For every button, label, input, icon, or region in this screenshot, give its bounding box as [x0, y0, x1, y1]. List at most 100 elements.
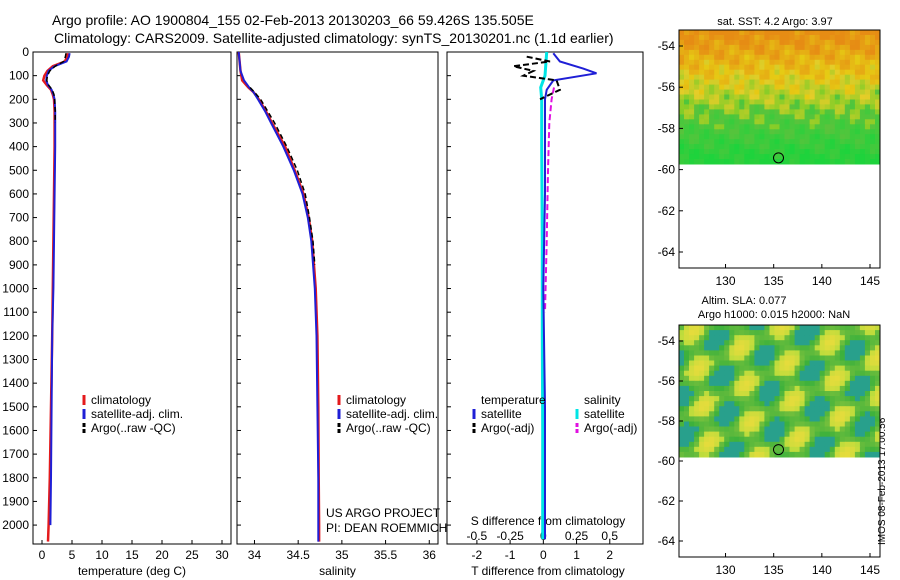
sla-cell: [789, 401, 795, 407]
sla-cell: [844, 401, 851, 407]
sst-cell: [784, 35, 790, 41]
sla-cell: [834, 325, 841, 331]
sla-cell: [814, 335, 821, 341]
sst-cell: [709, 149, 715, 155]
sst-cell: [729, 154, 735, 160]
sla-cell: [789, 370, 795, 377]
sla-cell: [754, 375, 760, 382]
sst-cell: [794, 30, 801, 36]
sst-cell: [854, 149, 861, 155]
sst-cell: [839, 54, 846, 61]
sst-cell: [759, 129, 765, 135]
sst-cell: [799, 30, 806, 36]
sst-cell: [724, 69, 730, 76]
sst-cell: [699, 35, 705, 41]
sst-cell: [754, 89, 760, 96]
sst-cell: [839, 154, 846, 160]
salinity-axis-tick-label: 36: [423, 548, 437, 562]
sla-cell: [734, 335, 740, 341]
sst-cell: [724, 35, 730, 41]
sst-cell: [694, 99, 700, 105]
sla-cell: [754, 421, 760, 428]
sst-cell: [719, 69, 725, 76]
sst-cell: [859, 59, 866, 66]
temperature-axis-label: temperature (deg C): [78, 564, 186, 578]
sla-cell: [870, 335, 876, 341]
sst-cell: [859, 154, 866, 160]
sla-cell: [789, 375, 795, 382]
sla-cell: [749, 401, 755, 407]
sla-cell: [799, 401, 806, 407]
sst-cell: [824, 84, 831, 91]
sst-cell: [829, 99, 836, 105]
sst-cell: [794, 69, 801, 76]
sla-cell: [689, 365, 695, 372]
sla-cell: [789, 431, 795, 438]
sst-cell: [875, 49, 881, 56]
sst-cell: [784, 149, 790, 155]
sla-cell: [719, 345, 725, 351]
sst-cell: [799, 144, 806, 150]
sla-cell: [864, 431, 871, 438]
sst-cell: [749, 139, 755, 145]
sst-cell: [719, 159, 725, 165]
sla-cell: [769, 421, 775, 428]
sst-cell: [814, 74, 821, 81]
sst-cell: [689, 154, 695, 160]
sst-cell: [759, 99, 765, 105]
sla-cell: [804, 441, 811, 448]
difference-panel-frame: [446, 51, 644, 545]
sst-cell: [734, 134, 740, 140]
sst-cell: [694, 139, 700, 145]
sst-cell: [679, 59, 685, 66]
sst-cell: [729, 119, 735, 125]
sst-cell: [694, 30, 700, 36]
sst-cell: [854, 94, 861, 100]
sla-map-lat-label: -62: [658, 494, 676, 508]
sst-cell: [764, 109, 770, 115]
sst-cell: [719, 39, 725, 46]
sst-cell: [784, 104, 790, 110]
sla-cell: [699, 345, 705, 351]
sla-cell: [734, 391, 740, 397]
sla-cell: [819, 375, 826, 382]
sst-cell: [694, 39, 700, 46]
sst-cell: [854, 129, 861, 135]
sla-cell: [854, 340, 861, 346]
sst-cell: [719, 149, 725, 155]
sla-cell: [694, 350, 700, 356]
sst-cell: [844, 79, 851, 86]
sla-cell: [839, 345, 846, 351]
sla-cell: [849, 451, 856, 458]
sla-cell: [824, 406, 831, 412]
sla-cell: [834, 355, 841, 362]
sla-cell: [739, 411, 745, 417]
sst-cell: [684, 124, 690, 130]
sst-cell: [729, 129, 735, 135]
sla-map-lon-label: 140: [812, 563, 832, 577]
sst-cell: [759, 94, 765, 100]
depth-tick-label: 1700: [2, 447, 29, 461]
sla-cell: [844, 431, 851, 438]
sla-cell: [829, 340, 836, 346]
sst-cell: [814, 49, 821, 56]
sst-cell: [844, 134, 851, 140]
sla-cell: [789, 360, 795, 367]
sla-cell: [870, 370, 876, 377]
sla-cell: [749, 431, 755, 438]
sst-cell: [739, 74, 745, 81]
temperature-legend-label: Argo(..raw -QC): [91, 421, 176, 435]
sst-cell: [864, 134, 871, 140]
sst-cell: [789, 44, 795, 51]
sla-cell: [799, 411, 806, 417]
sst-cell: [804, 30, 811, 36]
sst-cell: [764, 99, 770, 105]
sst-map-float-marker: [773, 152, 784, 164]
sla-cell: [729, 330, 735, 336]
sla-cell: [875, 391, 881, 397]
sla-cell: [839, 436, 846, 443]
sst-cell: [719, 64, 725, 71]
sst-cell: [824, 44, 831, 51]
sla-cell: [864, 385, 871, 392]
sst-cell: [759, 109, 765, 115]
